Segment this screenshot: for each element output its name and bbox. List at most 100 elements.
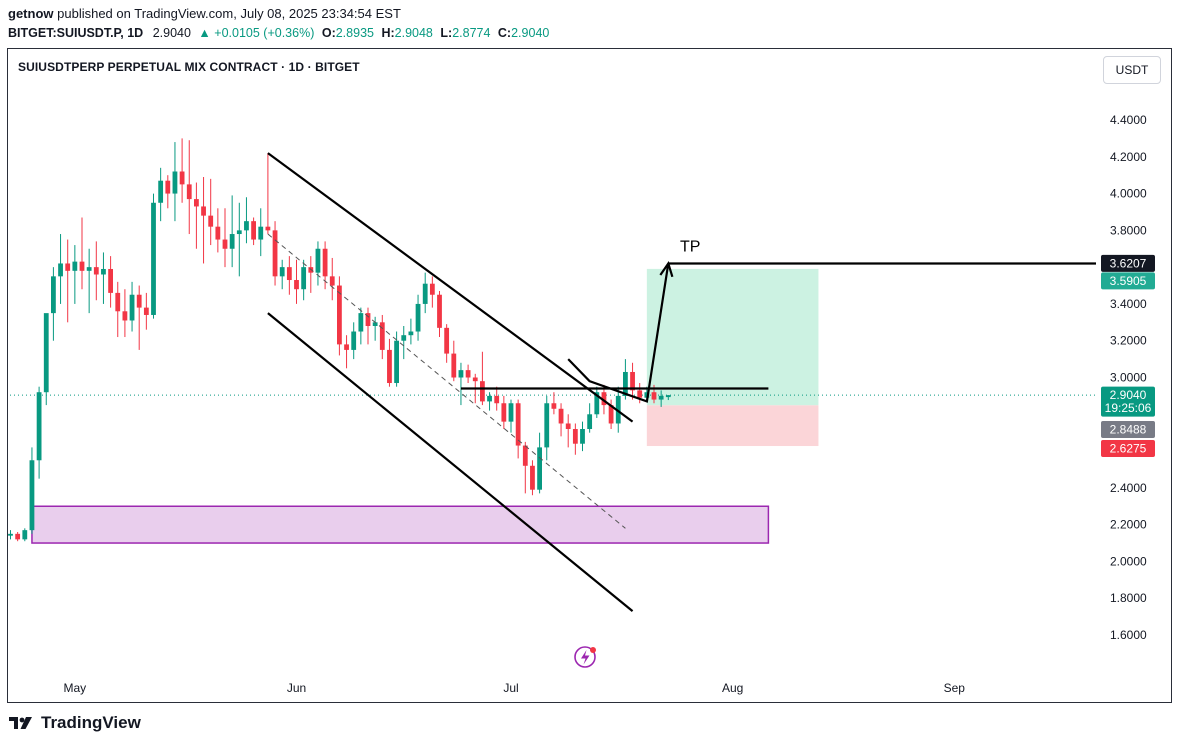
candle-body[interactable]	[537, 447, 542, 490]
candle-body[interactable]	[458, 370, 464, 378]
candle-body[interactable]	[351, 331, 357, 350]
candle-body[interactable]	[143, 307, 149, 315]
candle-body[interactable]	[122, 311, 128, 321]
candle-body[interactable]	[480, 381, 485, 402]
candle-body[interactable]	[51, 276, 56, 314]
tradingview-logo[interactable]: TradingView	[9, 713, 141, 733]
projection-arrow-path[interactable]	[567, 263, 670, 403]
candle-body[interactable]	[215, 226, 221, 240]
candle-body[interactable]	[508, 403, 514, 422]
candle-body[interactable]	[501, 403, 507, 422]
candle-body[interactable]	[158, 180, 164, 203]
candle-body[interactable]	[208, 215, 214, 227]
candle-body[interactable]	[172, 171, 178, 194]
candle-body[interactable]	[344, 344, 349, 350]
candle-body[interactable]	[279, 267, 285, 277]
candle-body[interactable]	[379, 322, 385, 350]
candle-body[interactable]	[244, 221, 249, 231]
candle-body[interactable]	[637, 390, 643, 398]
candle-body[interactable]	[472, 377, 478, 382]
candle-body[interactable]	[72, 261, 78, 271]
candle-body[interactable]	[236, 230, 242, 235]
candle-body[interactable]	[530, 465, 535, 490]
channel-midline-dashed[interactable]	[267, 233, 626, 529]
candle-body[interactable]	[594, 392, 600, 415]
author-name[interactable]: getnow	[8, 6, 54, 21]
candle-body[interactable]	[515, 403, 521, 446]
candle-body[interactable]	[372, 322, 378, 326]
candle-body[interactable]	[272, 230, 278, 277]
candle-body[interactable]	[365, 313, 371, 326]
channel-lower-line[interactable]	[267, 312, 634, 612]
candle-body[interactable]	[129, 294, 135, 321]
candle-body[interactable]	[415, 303, 421, 332]
candle-body[interactable]	[337, 285, 342, 345]
candle-body[interactable]	[286, 267, 292, 281]
candle-body[interactable]	[544, 403, 550, 448]
candle-body[interactable]	[136, 294, 142, 308]
candle-body[interactable]	[8, 533, 13, 536]
candle-body[interactable]	[79, 261, 85, 271]
candle-body[interactable]	[551, 403, 557, 409]
position-target-zone[interactable]	[646, 268, 819, 406]
candle-body[interactable]	[651, 392, 657, 400]
candle-body[interactable]	[572, 429, 578, 444]
symbol-name[interactable]: BITGET:SUIUSDT.P, 1D	[8, 26, 144, 40]
candle-body[interactable]	[151, 202, 156, 315]
candle-body[interactable]	[358, 313, 364, 332]
candle-body[interactable]	[451, 353, 457, 378]
candle-body[interactable]	[15, 533, 21, 540]
candle-body[interactable]	[487, 395, 492, 402]
candle-body[interactable]	[623, 371, 628, 396]
candle-body[interactable]	[322, 248, 328, 277]
candle-body[interactable]	[115, 292, 121, 312]
candle-body[interactable]	[558, 408, 564, 424]
candle-body[interactable]	[429, 283, 435, 295]
candle-body[interactable]	[615, 395, 621, 424]
candle-body[interactable]	[108, 268, 113, 293]
candle-body[interactable]	[43, 313, 49, 393]
candle-body[interactable]	[29, 460, 35, 531]
candle-body[interactable]	[315, 248, 321, 273]
candle-body[interactable]	[608, 405, 614, 424]
candle-body[interactable]	[329, 276, 335, 286]
candle-body[interactable]	[437, 294, 442, 328]
position-stop-zone[interactable]	[646, 405, 819, 447]
candle-body[interactable]	[194, 199, 199, 207]
candle-body[interactable]	[101, 268, 106, 275]
candle-body[interactable]	[587, 414, 593, 429]
candle-body[interactable]	[494, 395, 500, 404]
candle-body[interactable]	[301, 267, 307, 290]
candle-body[interactable]	[229, 234, 235, 249]
candle-body[interactable]	[444, 327, 450, 354]
candle-body[interactable]	[658, 395, 664, 400]
candle-body[interactable]	[86, 267, 92, 271]
candle-body[interactable]	[201, 206, 206, 216]
candle-body[interactable]	[36, 392, 42, 461]
candle-body[interactable]	[179, 171, 185, 185]
candle-body[interactable]	[522, 445, 528, 466]
candle-body[interactable]	[65, 263, 71, 271]
candle-body[interactable]	[408, 331, 414, 336]
candle-body[interactable]	[465, 370, 471, 378]
candle-body[interactable]	[265, 226, 271, 231]
candle-body[interactable]	[630, 371, 635, 391]
candle-body[interactable]	[422, 283, 428, 304]
demand-zone-rect[interactable]	[31, 505, 770, 544]
candle-body[interactable]	[165, 180, 171, 194]
candle-body[interactable]	[294, 280, 299, 290]
candle-body[interactable]	[665, 395, 671, 398]
candle-body[interactable]	[387, 349, 392, 384]
candle-body[interactable]	[601, 392, 607, 406]
candle-body[interactable]	[401, 335, 407, 341]
candle-body[interactable]	[93, 267, 99, 275]
candle-body[interactable]	[251, 221, 256, 240]
candle-body[interactable]	[58, 263, 63, 277]
currency-button[interactable]: USDT	[1103, 56, 1161, 84]
candle-body[interactable]	[394, 340, 399, 384]
candle-body[interactable]	[222, 239, 228, 249]
candle-body[interactable]	[565, 423, 571, 429]
channel-upper-line[interactable]	[267, 152, 634, 423]
candle-body[interactable]	[258, 226, 264, 240]
